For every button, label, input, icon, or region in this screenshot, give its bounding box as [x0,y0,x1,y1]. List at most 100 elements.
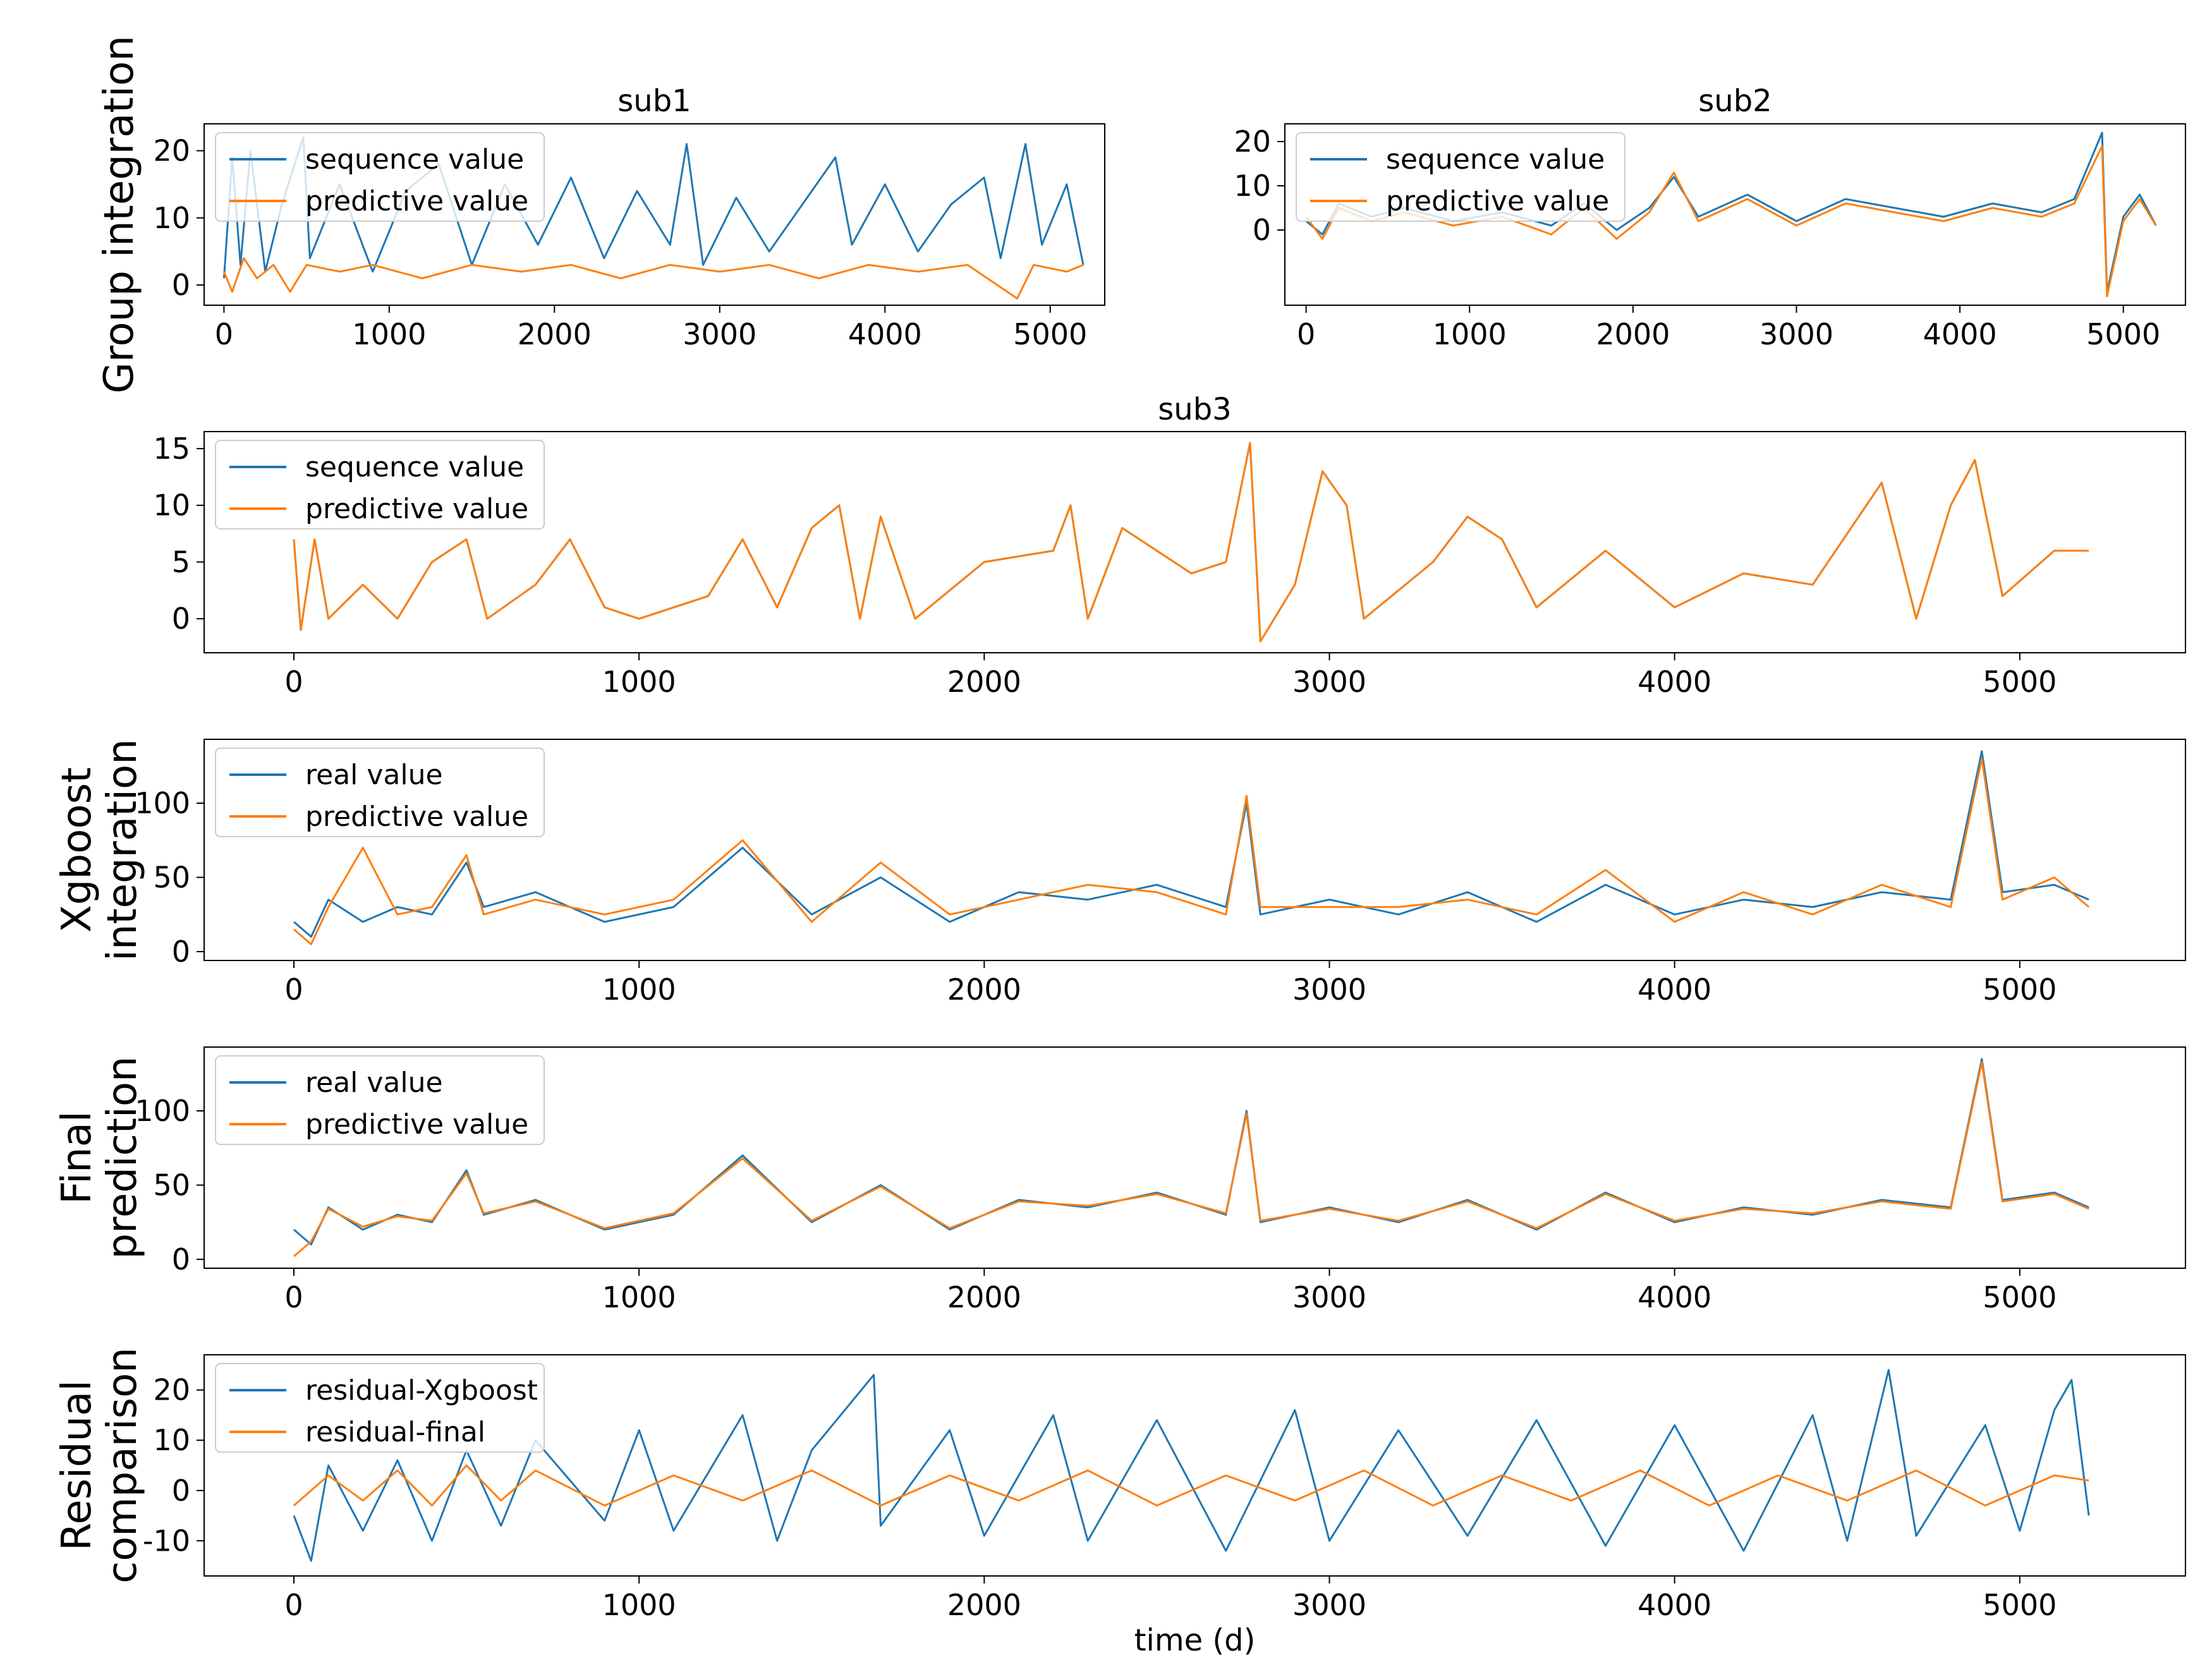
xgb-xtick-label: 2000 [947,972,1021,1007]
chart-sub2: 0 1000 2000 3000 4000 5000 0 10 20 sub2 sequence v… [1234,83,2186,351]
sub3-xtick-label: 4000 [1638,665,1711,699]
final-xtick-label: 4000 [1638,1280,1711,1314]
xgb-series-predictive-value [293,758,2090,945]
sub2-xtick-label: 1000 [1433,317,1507,351]
final-ytick-label: 100 [135,1094,190,1128]
xgb-ytick-label: 0 [172,935,190,969]
xgb-xtick-label: 1000 [602,972,676,1007]
residual-legend-label: residual-final [305,1416,485,1448]
xgb-xtick-label: 3000 [1292,972,1366,1007]
final-xtick-label: 2000 [947,1280,1021,1314]
residual-legend [215,1363,545,1453]
sub1-xtick-label: 5000 [1013,317,1087,351]
sub2-title: sub2 [1698,83,1771,119]
final-xtick-label: 3000 [1292,1280,1366,1314]
sub2-xtick-label: 5000 [2086,317,2160,351]
xgb-ylabel: Xgboostintegration [54,739,146,961]
sub1-title: sub1 [617,83,691,119]
chart-sub3: 0 1000 2000 3000 4000 5000 0 5 10 15 sub3 sequence … [153,392,2186,699]
sub3-xtick-label: 2000 [947,665,1021,699]
sub1-legend-label: predictive value [305,185,528,217]
sub3-legend-label: sequence value [305,451,524,483]
xgb-series-real-value [293,750,2089,938]
sub2-axes-frame [1284,123,2186,306]
final-series-real-value [293,1058,2089,1245]
xgb-legend-label: real value [305,759,443,791]
chart-sub1: 0 1000 2000 3000 4000 5000 0 10 20 sub1 Group inte… [96,35,1105,394]
sub2-xtick-label: 2000 [1596,317,1670,351]
sub3-ytick-label: 0 [172,602,190,636]
sub1-axes-frame [204,123,1105,306]
sub2-xtick-label: 4000 [1923,317,1997,351]
chart-residual: 0 1000 2000 3000 4000 5000 -10 0 10 20Residualcom… [54,1347,2186,1658]
residual-ylabel: Residualcomparison [54,1347,146,1584]
final-ylabel: Finalprediction [54,1056,146,1259]
residual-xtick-label: 2000 [947,1588,1021,1622]
sub3-axes-frame [204,431,2186,653]
sub3-legend-label: predictive value [305,493,528,525]
sub3-series-predictive-value [293,442,2089,643]
sub2-xtick-label: 3000 [1759,317,1833,351]
sub3-ytick-label: 10 [153,488,190,523]
sub3-series-sequence-value [293,442,2089,643]
residual-ytick-label: 0 [172,1474,190,1508]
final-xtick-label: 1000 [602,1280,676,1314]
sub3-xtick-label: 3000 [1292,665,1366,699]
final-xtick-label: 5000 [1983,1280,2057,1314]
final-ytick-label: 0 [172,1242,190,1276]
chart-xgb: 0 1000 2000 3000 4000 5000 0 50 100Xgboostintegr… [54,739,2186,1007]
sub1-legend-label: sequence value [305,143,524,176]
xgb-ytick-label: 50 [153,860,190,894]
residual-axes-frame [204,1354,2186,1577]
residual-ytick-label: 20 [153,1373,190,1407]
sub3-xtick-label: 5000 [1983,665,2057,699]
sub1-xtick-label: 4000 [848,317,922,351]
xgb-xtick-label: 4000 [1638,972,1711,1007]
residual-series-residual-Xgboost [293,1369,2090,1562]
xgb-legend-label: predictive value [305,801,528,833]
sub1-ytick-label: 10 [153,201,190,235]
final-legend [215,1055,545,1145]
sub2-legend-label: predictive value [1386,185,1609,217]
residual-legend-label: residual-Xgboost [305,1374,538,1407]
final-series-predictive-value [293,1061,2089,1257]
residual-ytick-label: 10 [153,1423,190,1457]
residual-xtick-label: 5000 [1983,1588,2057,1622]
final-legend-label: predictive value [305,1108,528,1141]
sub1-xtick-label: 0 [215,317,233,351]
sub2-ytick-label: 0 [1253,213,1271,247]
sub3-ytick-label: 15 [153,432,190,466]
xgb-legend [215,748,545,837]
residual-xtick-label: 4000 [1638,1588,1711,1622]
xgb-ytick-label: 100 [135,786,190,820]
sub3-ytick-label: 5 [172,545,190,579]
residual-xlabel: time (d) [1134,1623,1256,1658]
final-legend-label: real value [305,1067,443,1099]
final-xtick-label: 0 [284,1280,303,1314]
xgb-axes-frame [204,739,2186,961]
residual-xtick-label: 0 [284,1588,303,1622]
sub1-ytick-label: 20 [153,134,190,168]
sub2-xtick-label: 0 [1297,317,1315,351]
sub3-xtick-label: 1000 [602,665,676,699]
residual-series-residual-final [293,1464,2089,1507]
residual-xtick-label: 3000 [1292,1588,1366,1622]
sub1-xtick-label: 3000 [683,317,757,351]
final-axes-frame [204,1046,2186,1269]
xgb-xtick-label: 5000 [1983,972,2057,1007]
chart-final: 0 1000 2000 3000 4000 5000 0 50 100Finalpredicti… [54,1046,2186,1314]
sub1-xtick-label: 2000 [518,317,592,351]
sub2-ytick-label: 20 [1234,124,1271,159]
final-ytick-label: 50 [153,1168,190,1202]
sub2-legend-label: sequence value [1386,143,1605,176]
sub3-xtick-label: 0 [284,665,303,699]
sub1-series-predictive-value [223,257,1084,300]
residual-ytick-label: -10 [143,1524,190,1558]
sub2-ytick-label: 10 [1234,169,1271,203]
sub1-xtick-label: 1000 [352,317,426,351]
xgb-xtick-label: 0 [284,972,303,1007]
sub1-legend [215,132,545,222]
sub2-legend [1296,132,1626,222]
sub3-legend [215,440,545,530]
